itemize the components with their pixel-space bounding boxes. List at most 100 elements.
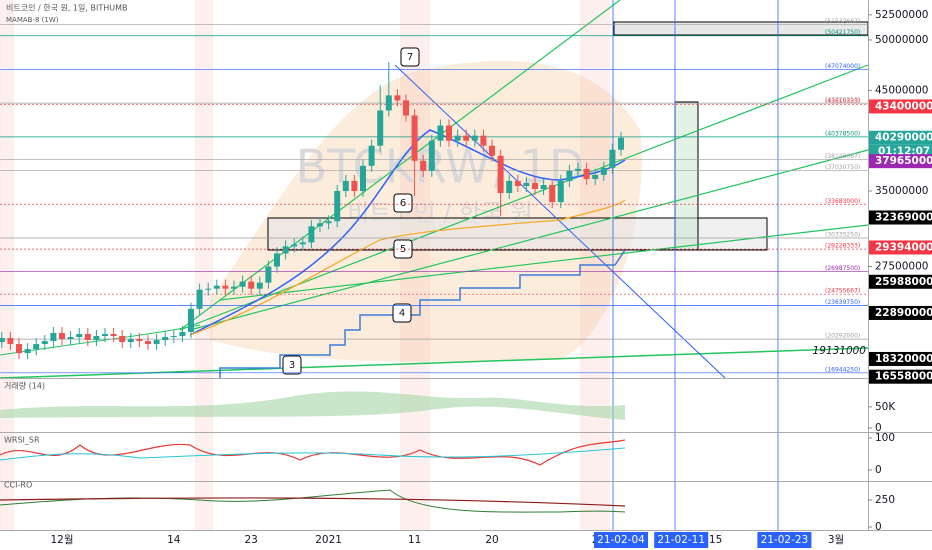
- price-tag: [869, 210, 932, 225]
- pane-tick-label: 0: [875, 464, 882, 476]
- candle-body: [385, 95, 392, 111]
- candle-body: [179, 331, 186, 337]
- candle-body: [489, 145, 495, 156]
- date-highlight: [757, 532, 812, 548]
- price-tag-label: 16558000: [875, 371, 932, 383]
- candle-body: [76, 333, 83, 338]
- candle-body: [463, 135, 470, 141]
- x-tick-label: 15: [709, 534, 722, 546]
- date-highlight: [594, 532, 648, 548]
- pane-title: CCI-RO: [4, 481, 32, 490]
- candle-body: [127, 339, 134, 343]
- candle-body: [33, 344, 40, 350]
- candle-body: [136, 339, 143, 342]
- candle-body: [308, 226, 315, 243]
- candle-body: [59, 332, 65, 340]
- candle-body: [239, 281, 246, 287]
- price-tag: [869, 130, 932, 145]
- pane-tick-label: 0: [875, 422, 882, 434]
- candle-body: [609, 149, 616, 168]
- callout: 5: [400, 244, 406, 255]
- fib-label: (30335250): [825, 231, 860, 238]
- candle-body: [325, 221, 332, 224]
- x-tick-label: 14: [167, 534, 181, 546]
- callout: 3: [289, 360, 295, 371]
- candle-body: [282, 246, 289, 254]
- candle-body: [575, 168, 581, 171]
- x-tick-label: 21-02-11: [657, 534, 705, 546]
- fib-label: (38146667): [825, 153, 860, 160]
- price-tag: [869, 99, 932, 114]
- candle-body: [145, 341, 151, 345]
- y-tick-label: 50000000: [875, 34, 928, 46]
- candle-body: [368, 145, 375, 166]
- candle-body: [514, 180, 521, 186]
- pane-title: WRSI_SR: [4, 436, 40, 445]
- candle-body: [7, 338, 14, 345]
- fib-label: (51532667): [825, 18, 860, 25]
- candle-body: [540, 184, 547, 189]
- candle-body: [231, 286, 237, 289]
- candle-body: [153, 340, 160, 345]
- candle-body: [583, 168, 590, 179]
- sub-indicators: [0, 391, 626, 513]
- candle-body: [342, 180, 349, 192]
- fib-label: (20292000): [825, 333, 860, 340]
- candle-body: [428, 140, 435, 171]
- candle-body: [618, 137, 624, 150]
- candle-body: [162, 337, 169, 341]
- x-tick-label: 12월: [50, 534, 73, 546]
- candle-body: [0, 338, 5, 343]
- fib-label: (29228333): [825, 243, 860, 250]
- candle-body: [351, 180, 358, 192]
- pane-title: 거래량 (14): [4, 381, 45, 391]
- callout: 6: [400, 198, 406, 209]
- x-tick-label: 21-02-04: [597, 534, 645, 546]
- candle-body: [102, 333, 108, 337]
- price-tag-label: 32369000: [875, 212, 932, 224]
- candle-body: [411, 115, 418, 161]
- candle-body: [394, 95, 401, 101]
- price-tag: [869, 369, 932, 384]
- candle-body: [205, 288, 212, 290]
- fib-label: (26987500): [825, 265, 860, 272]
- price-tag-label: 40290000: [875, 132, 932, 144]
- price-tag: [869, 305, 932, 320]
- cloud: [210, 60, 642, 362]
- callouts: 7 6 5 4 3: [282, 47, 420, 375]
- candle-body: [437, 125, 444, 141]
- fib-label: (50421750): [825, 29, 860, 36]
- price-tag-label: 29394000: [875, 241, 932, 253]
- price-tag-label: 25988000: [875, 276, 932, 288]
- x-tick-label: 20: [485, 534, 498, 546]
- price-tag: [869, 351, 932, 366]
- price-tag-label: 22890000: [875, 307, 932, 319]
- fib-label: (43610333): [825, 98, 860, 105]
- candle-body: [299, 242, 306, 245]
- candle-body: [170, 336, 177, 338]
- candle-body: [592, 174, 599, 179]
- fib-label: (40378500): [825, 130, 860, 137]
- candle-body: [119, 336, 126, 343]
- candle-body: [471, 135, 478, 141]
- callout: 4: [399, 308, 405, 319]
- candle-body: [566, 170, 573, 181]
- y-tick-label: 27500000: [875, 261, 928, 273]
- candle-body: [291, 244, 298, 247]
- marker-price: 19131000: [813, 345, 867, 357]
- fib-label: (47074000): [825, 63, 860, 70]
- candle-body: [110, 333, 117, 337]
- pane-tick-label: 50K: [875, 401, 896, 413]
- y-tick-label: 45000000: [875, 84, 928, 96]
- fib-label: (33683000): [825, 198, 860, 205]
- candle-body: [420, 160, 427, 171]
- candle-body: [256, 282, 263, 289]
- candle-body: [454, 135, 461, 141]
- y-tick-label: 35000000: [875, 185, 928, 197]
- x-tick-label: 2021: [315, 534, 342, 546]
- price-tag-label: 43400000: [875, 100, 932, 112]
- candle-body: [67, 337, 74, 340]
- x-tick-label: 3월: [828, 534, 844, 546]
- candle-body: [84, 333, 91, 341]
- candle-body: [196, 289, 203, 309]
